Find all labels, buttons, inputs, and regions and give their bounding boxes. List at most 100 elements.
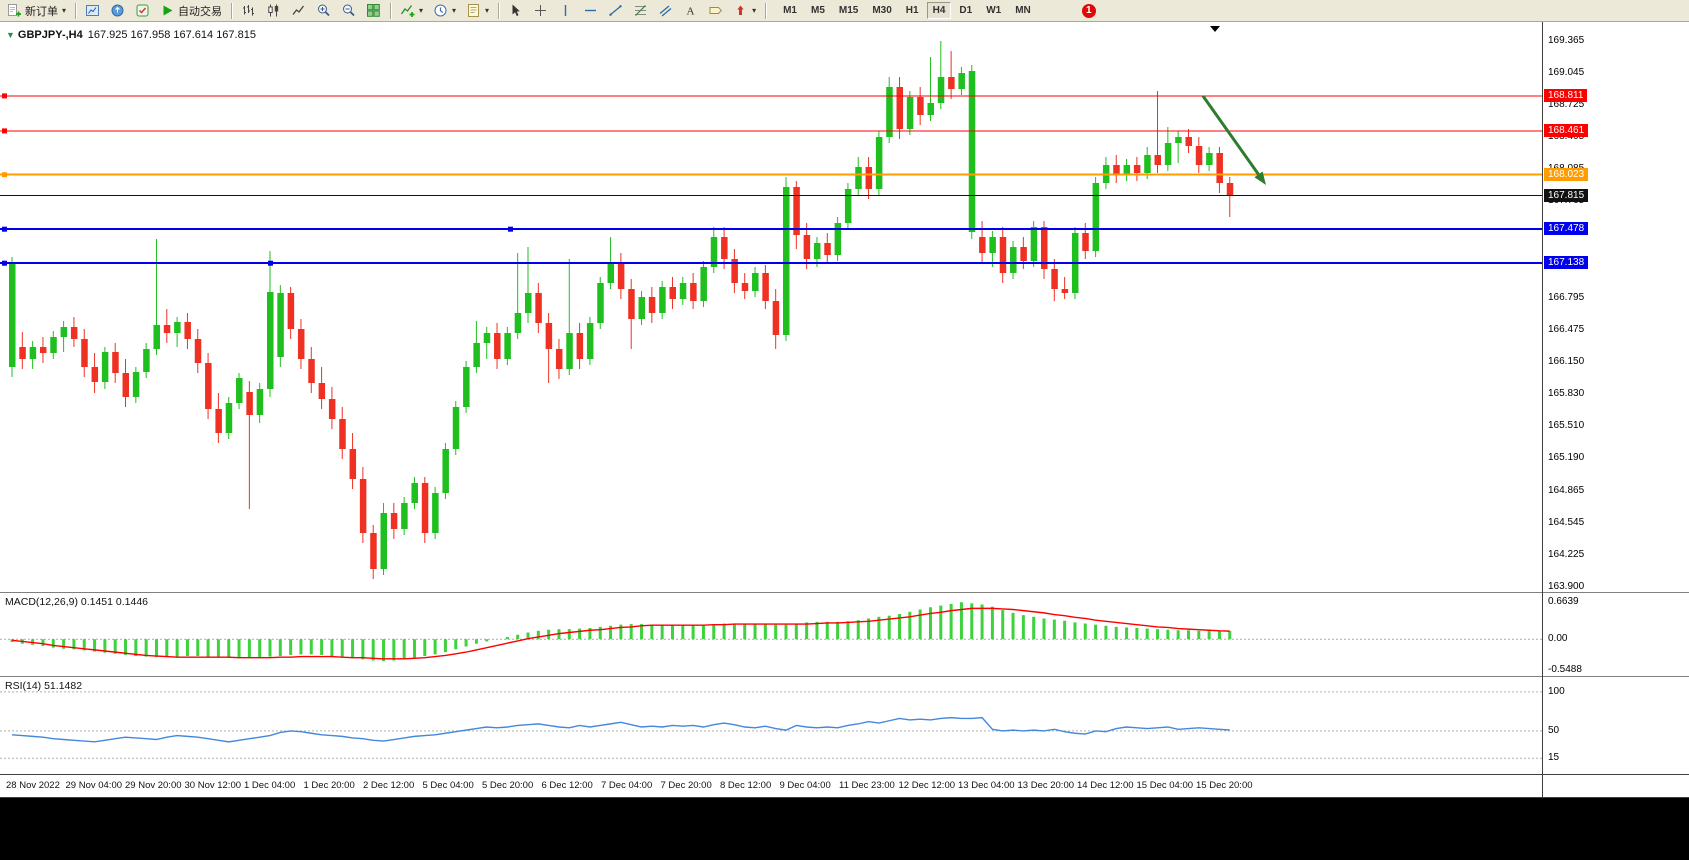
timeframe-toolbar: M1 M5 M15 M30 H1 H4 D1 W1 MN	[776, 2, 1038, 19]
date-axis-label: 29 Nov 20:00	[125, 780, 182, 791]
price-axis-tick: 166.150	[1548, 356, 1585, 367]
date-axis-label: 5 Dec 20:00	[482, 780, 534, 791]
ohlc-values: 167.925 167.958 167.614 167.815	[87, 29, 256, 41]
cursor-button[interactable]	[504, 1, 527, 21]
candlestick-series	[9, 41, 1234, 579]
chart-window-button[interactable]	[81, 1, 104, 21]
crosshair-button[interactable]	[529, 1, 552, 21]
timeframe-button-h4[interactable]: H4	[926, 2, 952, 19]
timeframe-button-mn[interactable]: MN	[1015, 5, 1031, 16]
templates-button[interactable]: ▾	[462, 1, 493, 21]
rsi-line	[11, 716, 1230, 743]
timeframe-button-m30[interactable]: M30	[872, 5, 892, 16]
text-label-icon	[708, 3, 723, 18]
macd-axis-tick: 0.00	[1548, 633, 1568, 645]
chart-surface[interactable]	[0, 22, 1689, 798]
horizontal-line[interactable]	[0, 260, 1542, 266]
cursor-icon	[508, 3, 523, 18]
vertical-line-button[interactable]	[554, 1, 577, 21]
toolbar-separator	[75, 2, 77, 19]
price-line-badge: 167.478	[1544, 222, 1589, 236]
chart-window: ▼ GBPJPY-,H4 167.925 167.958 167.614 167.8…	[0, 22, 1689, 798]
vertical-line-icon	[558, 3, 573, 18]
history-center-button[interactable]	[106, 1, 129, 21]
time-axis[interactable]: 28 Nov 2022 29 Nov 04:00 29 Nov 20:00 30 No…	[0, 775, 1543, 798]
new-order-icon	[7, 3, 22, 18]
price-axis-tick: 165.510	[1548, 420, 1585, 431]
autotrade-label: 自动交易	[178, 5, 223, 18]
timeframe-button-m15[interactable]: M15	[838, 5, 859, 16]
chevron-down-icon: ▾	[452, 6, 457, 15]
date-axis-label: 2 Dec 12:00	[363, 780, 415, 791]
new-order-button[interactable]: 新订单 ▾	[3, 1, 70, 21]
timeframe-button-m1[interactable]: M1	[783, 5, 797, 16]
timeframe-button-h1[interactable]: H1	[905, 5, 919, 16]
timeframe-button-m5[interactable]: M5	[810, 5, 825, 16]
chevron-down-icon: ▾	[419, 6, 424, 15]
text-label-button[interactable]	[704, 1, 727, 21]
chevron-down-icon: ▾	[62, 6, 67, 15]
chart-title: ▼ GBPJPY-,H4 167.925 167.958 167.614 167.8…	[6, 29, 256, 41]
date-axis-label: 11 Dec 23:00	[839, 780, 895, 791]
horizontal-line-icon	[583, 3, 598, 18]
price-axis[interactable]: 169.365169.045168.725168.405168.085167.7…	[1543, 22, 1689, 798]
date-axis-label: 7 Dec 20:00	[660, 780, 712, 791]
price-axis-tick: 166.795	[1548, 291, 1585, 303]
indicators-button[interactable]: ▾	[396, 1, 427, 21]
chart-shift-marker-icon[interactable]	[1210, 26, 1220, 32]
toolbar-separator	[765, 2, 767, 19]
horizontal-line[interactable]	[0, 93, 1542, 99]
toolbar: 新订单 ▾ 自动交易 ▾ ▾ ▾ A ▾ M1 M5 M15 M30 H1 H4 D1 W1 M…	[0, 0, 1689, 22]
autotrade-button[interactable]: 自动交易	[156, 1, 226, 21]
date-axis-label: 30 Nov 12:00	[184, 780, 242, 791]
timeframe-button-d1[interactable]: D1	[959, 5, 973, 16]
price-axis-tick: 164.225	[1548, 548, 1585, 560]
crosshair-icon	[533, 3, 548, 18]
symbol-period-label: GBPJPY-,H4	[17, 29, 83, 41]
horizontal-line[interactable]	[0, 226, 1542, 232]
date-axis-label: 15 Dec 20:00	[1196, 780, 1253, 791]
date-axis-label: 6 Dec 12:00	[541, 780, 593, 791]
bar-chart-button[interactable]	[237, 1, 260, 21]
autotrade-play-icon	[160, 3, 175, 18]
price-line-badge: 168.811	[1544, 88, 1588, 102]
date-axis-label: 5 Dec 04:00	[422, 780, 474, 791]
text-button[interactable]: A	[679, 1, 702, 21]
zoom-in-icon	[316, 3, 331, 18]
channel-icon	[658, 3, 673, 18]
date-axis-label: 28 Nov 2022	[6, 780, 60, 791]
trendline-icon	[608, 3, 623, 18]
channel-button[interactable]	[654, 1, 677, 21]
trendline-button[interactable]	[604, 1, 627, 21]
toolbar-separator	[498, 2, 500, 19]
chevron-down-icon: ▾	[485, 6, 490, 15]
tile-windows-icon	[366, 3, 381, 18]
price-line-badge: 168.023	[1544, 167, 1589, 181]
candlestick-chart-button[interactable]	[262, 1, 285, 21]
tile-windows-button[interactable]	[362, 1, 385, 21]
price-axis-tick: 164.545	[1548, 516, 1585, 528]
macd-histogram	[10, 602, 1232, 662]
zoom-in-button[interactable]	[312, 1, 335, 21]
date-axis-label: 15 Dec 04:00	[1136, 780, 1194, 791]
metaeditor-button[interactable]	[131, 1, 154, 21]
trend-arrow-annotation[interactable]	[1201, 95, 1266, 185]
horizontal-line[interactable]	[0, 128, 1542, 134]
line-chart-button[interactable]	[287, 1, 310, 21]
date-axis-label: 13 Dec 04:00	[958, 780, 1015, 791]
date-axis-label: 1 Dec 20:00	[303, 780, 355, 791]
notification-badge[interactable]: 1	[1081, 3, 1096, 18]
history-center-icon	[110, 3, 125, 18]
rsi-axis-tick: 15	[1548, 752, 1560, 764]
periods-button[interactable]: ▾	[429, 1, 460, 21]
timeframe-button-w1[interactable]: W1	[986, 5, 1002, 16]
horizontal-line[interactable]	[0, 172, 1542, 178]
toolbar-separator	[390, 2, 392, 19]
zoom-out-button[interactable]	[337, 1, 360, 21]
rsi-indicator-label: RSI(14) 51.1482	[5, 680, 83, 692]
fibonacci-button[interactable]	[629, 1, 652, 21]
bar-chart-icon	[241, 3, 256, 18]
horizontal-line-button[interactable]	[579, 1, 602, 21]
arrows-button[interactable]: ▾	[729, 1, 760, 21]
metaeditor-icon	[135, 3, 150, 18]
